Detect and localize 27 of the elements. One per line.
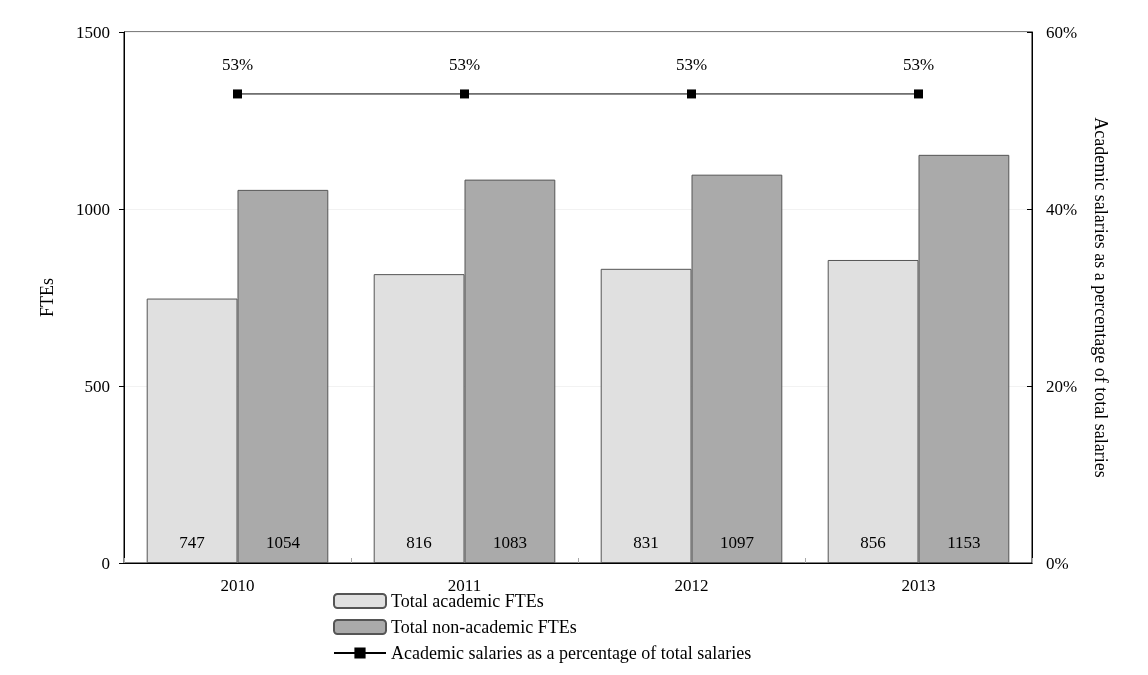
data-label: 1054 (265, 533, 301, 552)
y2-axis-title: Academic salaries as a percentage of total salaries (1091, 117, 1111, 478)
y2-tick-label: 60% (1046, 22, 1078, 42)
data-label: 816 (406, 533, 432, 552)
x-tick-label: 2010 (220, 576, 255, 595)
data-label: 53% (221, 55, 254, 75)
data-label: 747 (179, 533, 206, 552)
legend-label: Total non-academic FTEs (391, 617, 577, 637)
y-tick-label: 1000 (76, 199, 110, 219)
x-tick-label: 2012 (674, 576, 709, 595)
data-label: 1153 (947, 533, 981, 552)
data-label: 1097 (719, 533, 755, 552)
data-label: 53% (902, 55, 935, 75)
legend-label: Academic salaries as a percentage of total salaries (391, 643, 752, 663)
data-label: 856 (860, 533, 886, 552)
data-label: 53% (675, 55, 708, 75)
data-label: 831 (633, 533, 659, 552)
y2-tick-label: 20% (1046, 376, 1078, 396)
y-tick-label: 1500 (76, 22, 110, 42)
y-axis-title: FTEs (37, 277, 57, 318)
data-label: 53% (448, 55, 481, 75)
x-tick-label: 2013 (901, 576, 936, 595)
y-tick-label: 500 (84, 376, 110, 396)
y2-tick-label: 40% (1046, 199, 1078, 219)
y2-tick-label: 0% (1046, 553, 1069, 573)
y-tick-label: 0 (101, 553, 110, 573)
data-label: 1083 (492, 533, 527, 552)
